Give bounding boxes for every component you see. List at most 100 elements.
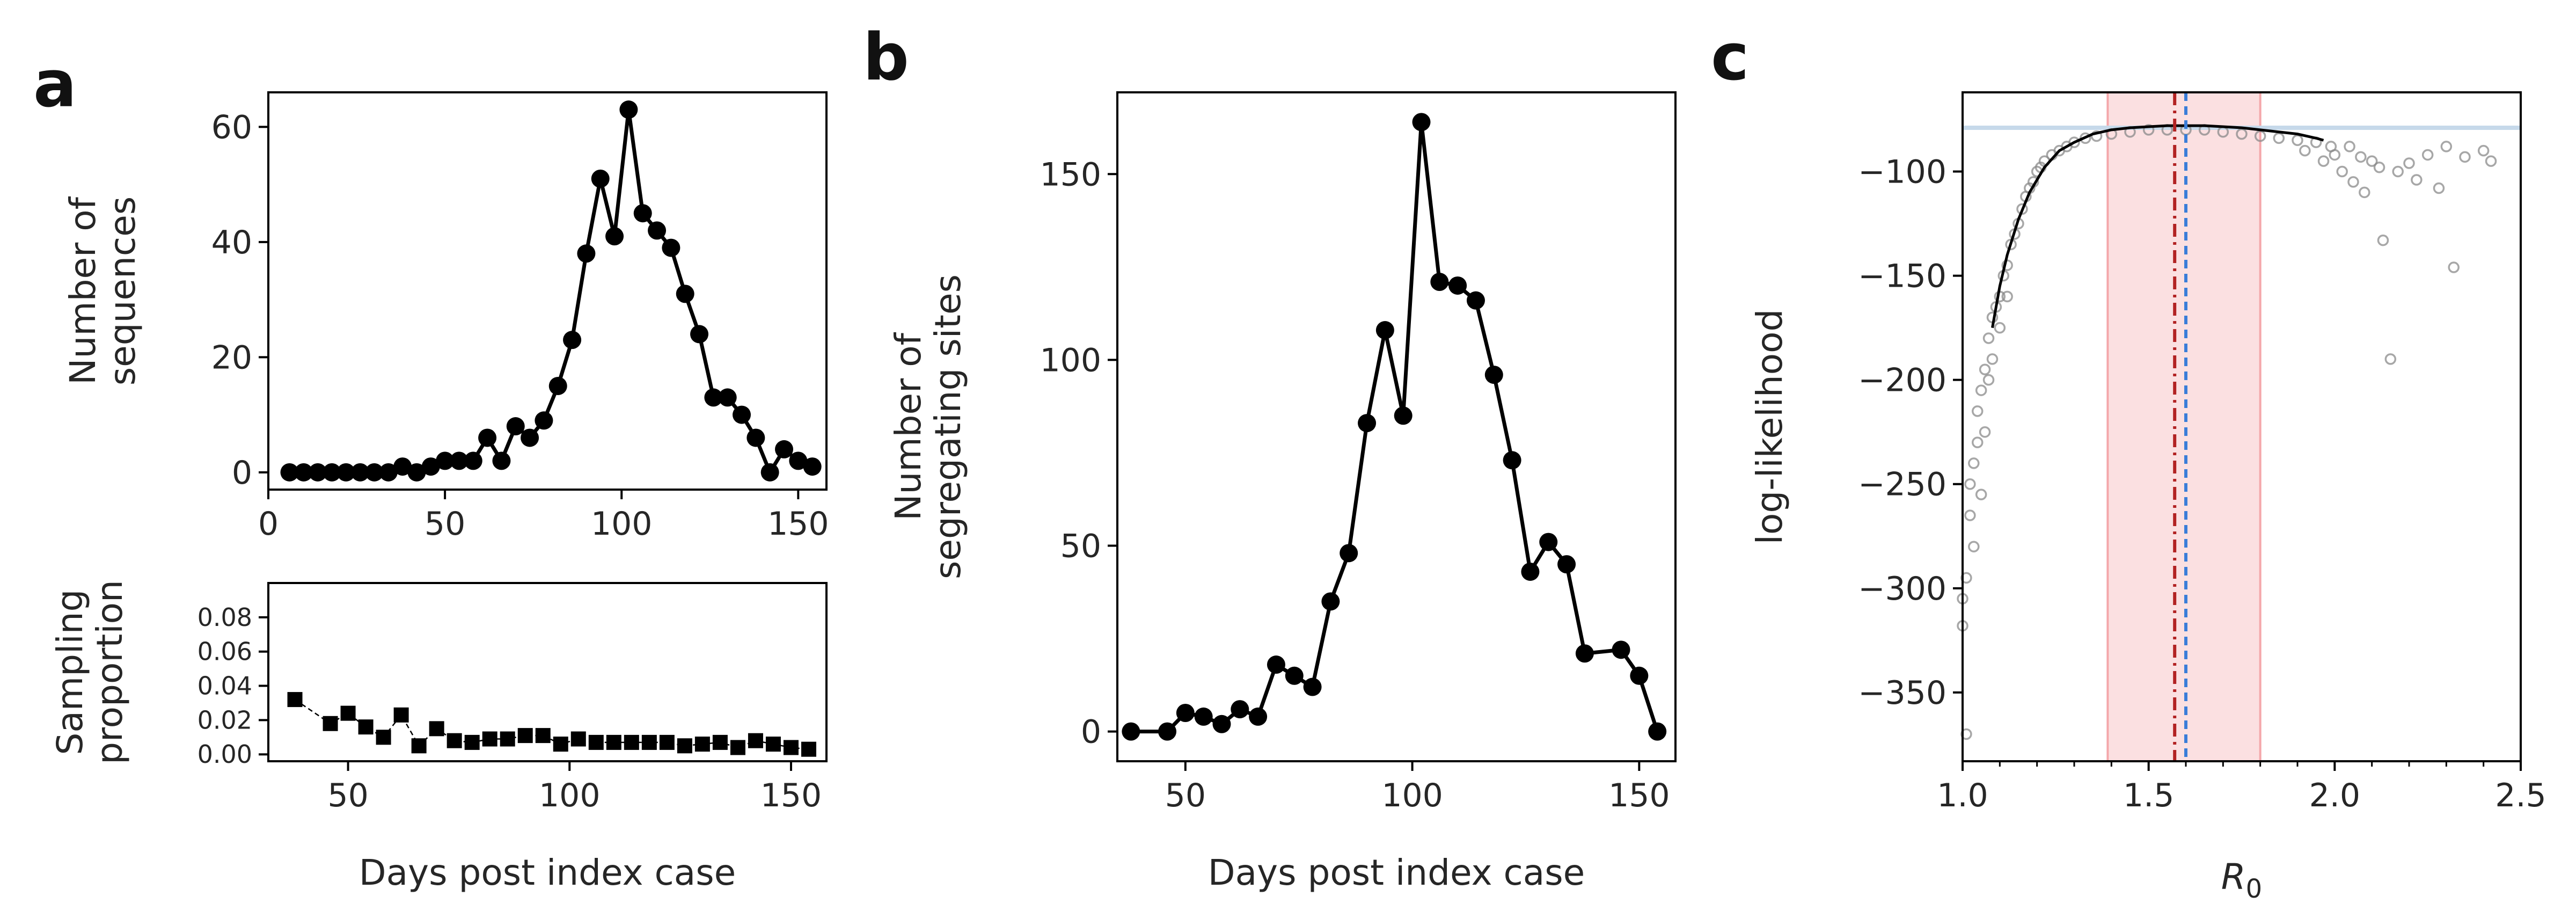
plot-frame — [1116, 91, 1677, 762]
data-point — [323, 716, 338, 731]
y-tick-label: 0.06 — [197, 637, 252, 666]
data-point — [747, 428, 765, 447]
y-tick-label: 100 — [1040, 341, 1101, 379]
data-point — [411, 738, 427, 754]
data-point — [379, 463, 398, 482]
scatter-point — [1964, 478, 1976, 490]
data-point — [1194, 707, 1213, 726]
scatter-point — [2485, 155, 2497, 167]
x-tick-label: 150 — [1608, 777, 1670, 814]
data-point — [1612, 640, 1630, 659]
data-point — [570, 731, 586, 747]
data-point — [548, 376, 567, 395]
data-point — [1340, 544, 1358, 563]
data-point — [690, 325, 709, 344]
data-point — [421, 457, 440, 476]
data-point — [712, 734, 728, 750]
scatter-point — [2236, 128, 2248, 140]
x-axis-label-subscript: 0 — [2246, 874, 2263, 904]
data-point — [704, 388, 723, 407]
data-point — [733, 405, 751, 424]
data-point — [1539, 533, 1558, 551]
scatter-point — [1975, 384, 1987, 396]
scatter-point — [1960, 572, 1972, 584]
scatter-point — [1982, 374, 1995, 386]
scatter-point — [2403, 157, 2415, 169]
y-axis-label: Number of — [888, 332, 929, 520]
data-point — [351, 463, 370, 482]
data-point — [294, 463, 313, 482]
data-point — [694, 737, 710, 752]
data-point — [1358, 414, 1377, 433]
data-point — [287, 692, 303, 708]
y-tick-label: 20 — [211, 339, 252, 376]
y-tick-label: 0 — [232, 454, 252, 492]
scatter-point — [2292, 134, 2303, 147]
data-point — [563, 331, 582, 349]
data-point — [677, 738, 692, 754]
data-point — [1448, 276, 1467, 295]
scatter-point — [2421, 149, 2434, 161]
x-tick-label: 1.0 — [1937, 777, 1988, 814]
scatter-point — [2373, 161, 2385, 173]
y-tick-label: −350 — [1858, 674, 1946, 712]
data-point — [553, 737, 568, 752]
data-point — [676, 285, 694, 303]
y-tick-label: −200 — [1858, 362, 1946, 399]
data-point — [1321, 592, 1340, 611]
scatter-point — [2384, 353, 2397, 365]
x-axis-label: Days post index case — [1208, 852, 1585, 893]
scatter-point — [2068, 136, 2080, 148]
scatter-point — [2440, 141, 2453, 152]
x-axis-label-main: R — [2221, 856, 2246, 898]
y-tick-label: 0.04 — [197, 672, 252, 701]
scatter-point — [2273, 132, 2285, 144]
data-point — [624, 734, 639, 750]
data-point — [506, 417, 525, 436]
scatter-point — [1971, 405, 1984, 417]
data-point — [482, 731, 497, 747]
data-point — [730, 740, 745, 755]
plot-frame — [267, 91, 828, 491]
scatter-point — [2477, 144, 2490, 157]
y-tick-label: 40 — [211, 224, 252, 261]
scatter-point — [1975, 489, 1987, 500]
data-point — [760, 463, 779, 482]
scatter-point — [2411, 174, 2423, 186]
data-point — [641, 734, 657, 750]
y-axis-label: proportion — [89, 580, 130, 764]
data-point — [500, 731, 515, 747]
data-point — [1484, 366, 1503, 384]
panel-a-sampling-chart: 0.00 0.02 0.04 0.06 0.08 50 100 150 Samplingprop… — [49, 580, 828, 893]
x-tick-label: 50 — [1165, 777, 1206, 814]
scatter-point — [1968, 541, 1980, 552]
data-point — [1521, 562, 1540, 581]
plot-frame — [267, 582, 828, 762]
panel-label-a: a — [33, 47, 77, 122]
scatter-point — [2448, 261, 2460, 273]
y-axis-label: segregating sites — [927, 274, 969, 579]
y-axis-label: Number of — [62, 196, 104, 384]
data-point — [1122, 722, 1140, 741]
data-point — [591, 169, 610, 188]
data-point — [1466, 291, 1485, 310]
data-point — [436, 451, 455, 470]
y-tick-label: −250 — [1858, 466, 1946, 504]
scatter-point — [2459, 151, 2471, 163]
y-tick-label: 0.02 — [197, 705, 252, 734]
x-tick-label: 100 — [591, 505, 653, 543]
y-axis-label: sequences — [102, 196, 143, 385]
panel-label-c: c — [1711, 20, 1749, 95]
data-point — [606, 734, 621, 750]
data-point — [662, 238, 680, 257]
data-point — [789, 451, 808, 470]
x-axis-label: R0 — [2221, 856, 2262, 904]
x-tick-label: 0 — [258, 505, 279, 543]
scatter-point — [2254, 130, 2266, 142]
y-tick-label: 50 — [1060, 528, 1101, 565]
y-tick-label: 0 — [1081, 713, 1101, 751]
scatter-point — [2433, 182, 2445, 194]
data-point — [336, 463, 355, 482]
data-point — [775, 440, 794, 458]
